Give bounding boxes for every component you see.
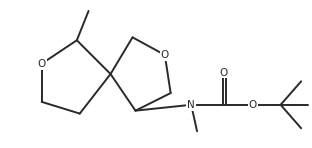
Text: N: N (187, 100, 195, 110)
Text: O: O (219, 67, 227, 78)
Text: O: O (37, 59, 46, 69)
Text: O: O (161, 50, 169, 60)
Text: O: O (249, 100, 257, 110)
